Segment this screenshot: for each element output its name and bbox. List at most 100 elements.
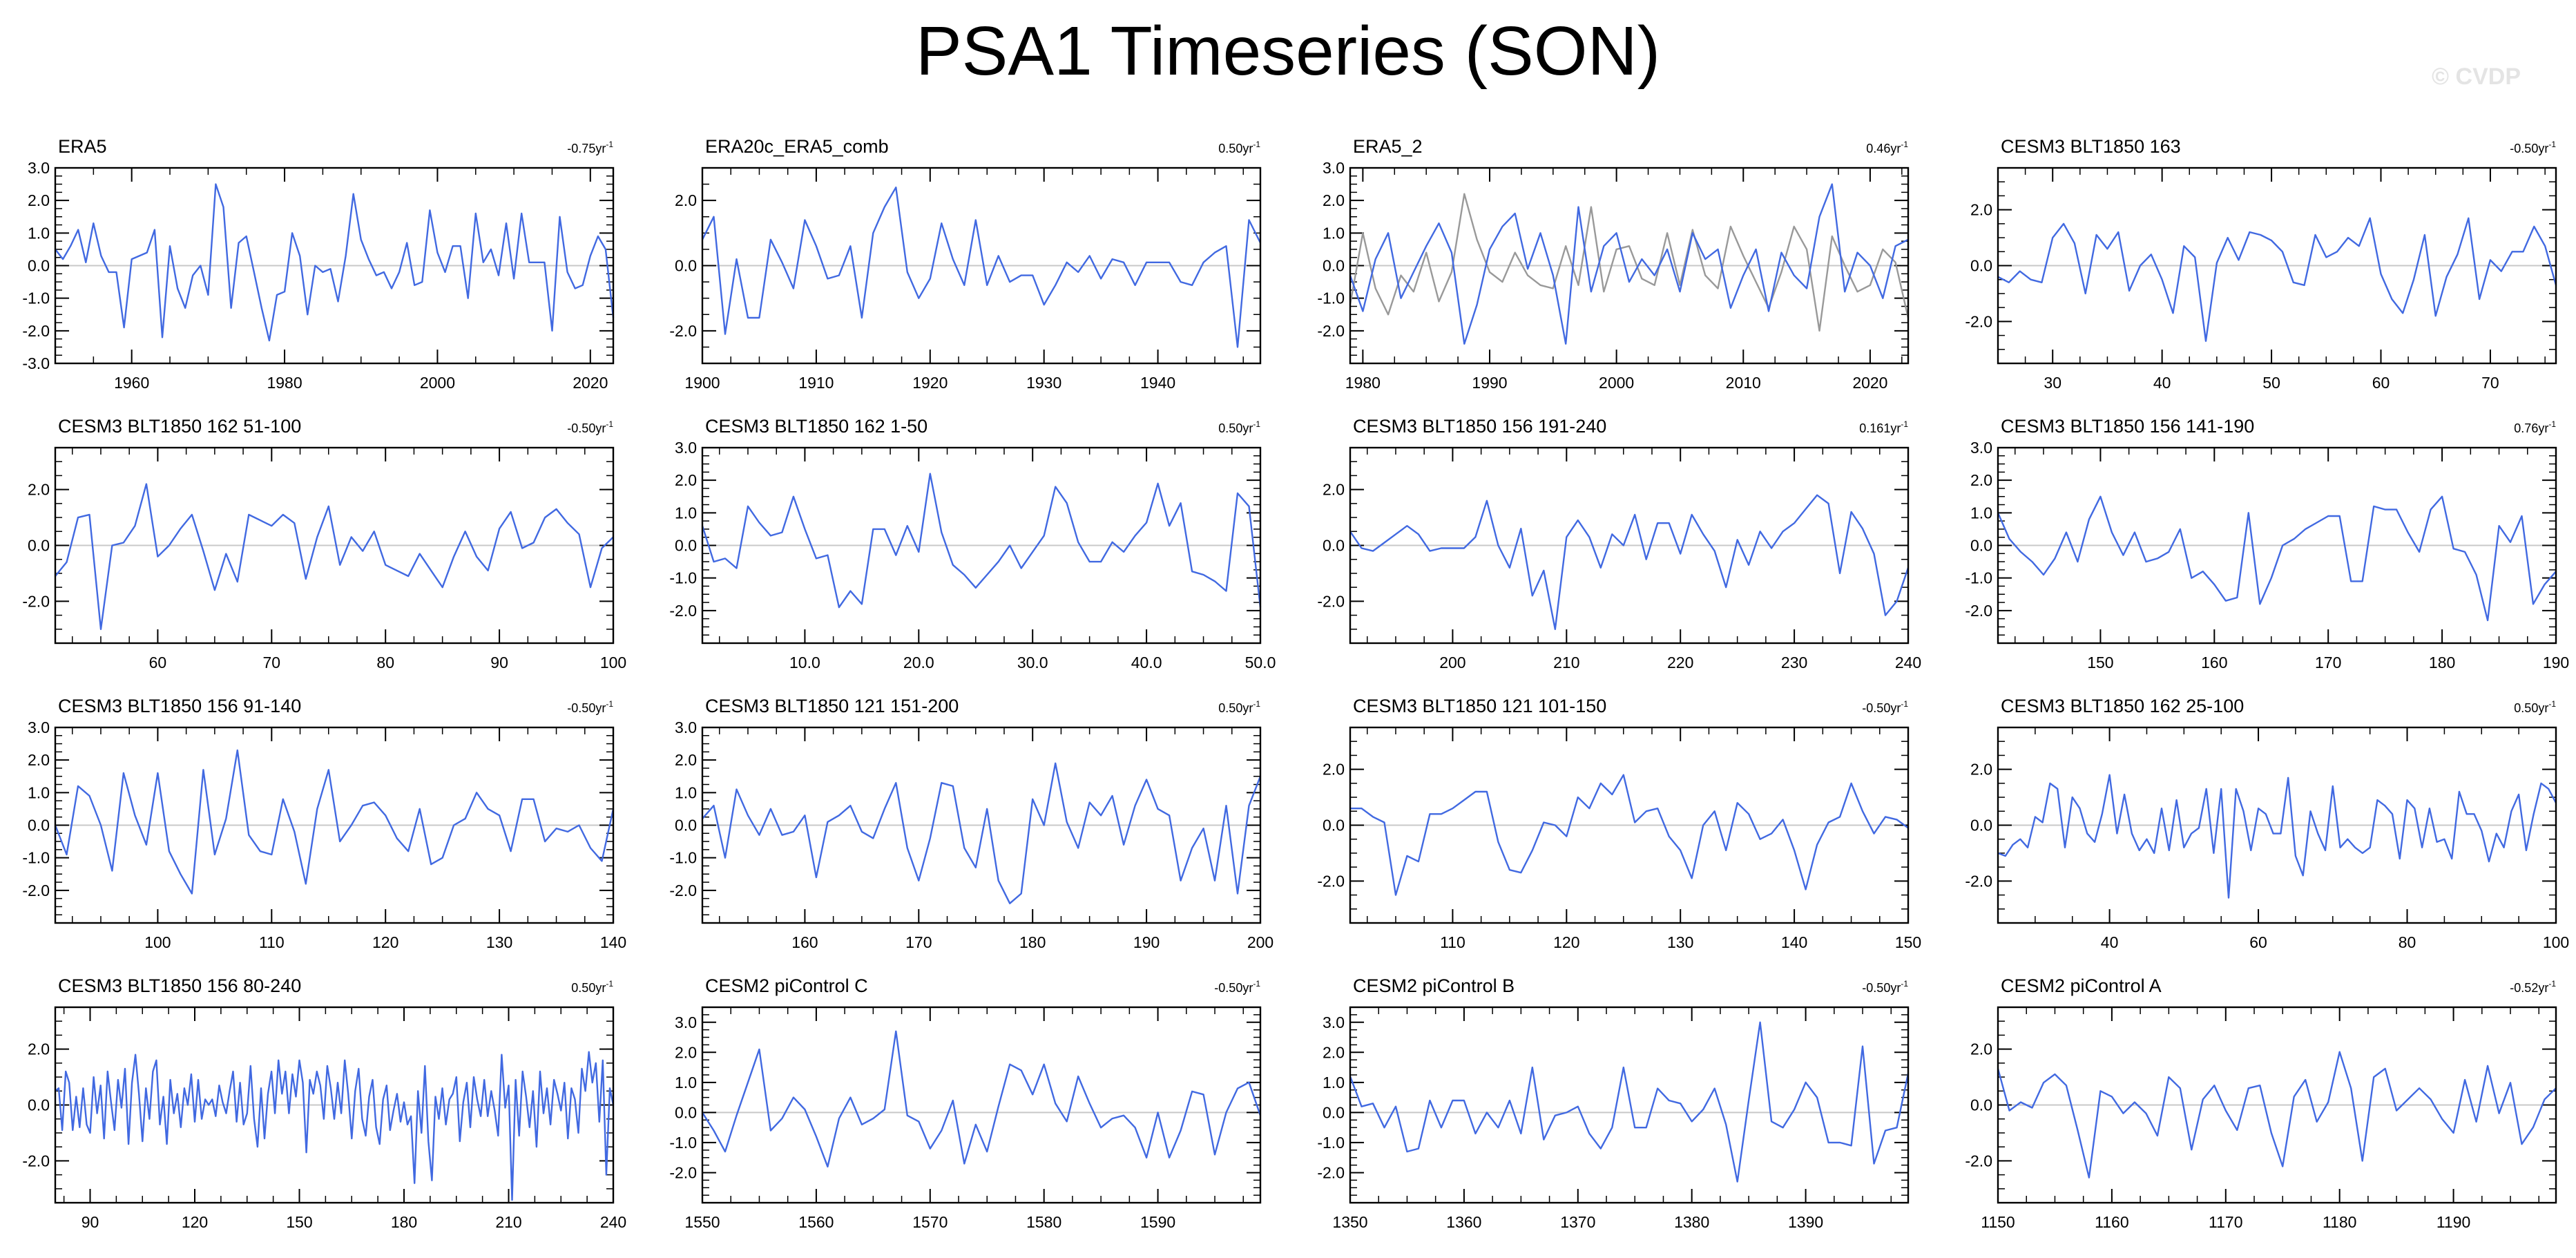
- y-tick-label: -2.0: [22, 322, 50, 340]
- trend-exponent: -1: [1901, 140, 1908, 149]
- trend-label: 0.46yr-1: [1866, 140, 1908, 155]
- y-tick-label: 1.0: [28, 783, 50, 801]
- series-line: [1349, 183, 1909, 345]
- x-tick-label: 210: [495, 1213, 521, 1231]
- panel-4: -2.0 0.0 2.0 30 40 50 60 70 CESM3 BLT1850 163 -0.…: [1965, 136, 2557, 392]
- panel-10: -2.0 -1.0 0.0 1.0 2.0 3.0 160 170 180 190 200 CESM3…: [669, 696, 1273, 951]
- panel-7: -2.0 0.0 2.0 200 210 220 230 240 CESM3 BLT1850 1…: [1317, 416, 1921, 671]
- y-tick-label: -2.0: [1965, 1152, 1992, 1170]
- y-tick-label: 2.0: [1970, 471, 1992, 489]
- x-tick-label: 180: [391, 1213, 417, 1231]
- x-tick-label: 1560: [798, 1213, 834, 1231]
- x-tick-label: 1990: [1472, 374, 1507, 392]
- series-line: [1349, 494, 1910, 630]
- x-tick-label: 50.0: [1245, 654, 1276, 671]
- x-tick-label: 1150: [1981, 1213, 2015, 1231]
- plot-frame: [1349, 1006, 1910, 1204]
- trend-exponent: -1: [606, 699, 613, 709]
- y-tick-label: 0.0: [28, 817, 50, 835]
- x-tick-label: 240: [1895, 654, 1921, 671]
- panel-title: CESM3 BLT1850 162 51-100: [58, 416, 301, 437]
- trend-label: -0.50yr-1: [567, 419, 613, 435]
- x-tick-label: 170: [905, 933, 932, 951]
- series-line: [1997, 1051, 2557, 1179]
- y-tick-label: 0.0: [28, 537, 50, 555]
- panel-13: -2.0 0.0 2.0 90 120 150 180 210 240 CESM3 BLT1850…: [22, 975, 626, 1231]
- x-tick-label: 120: [182, 1213, 208, 1231]
- x-tick-label: 1580: [1026, 1213, 1061, 1231]
- x-tick-label: 200: [1247, 933, 1273, 951]
- y-tick-label: 0.0: [1323, 1103, 1345, 1121]
- x-tick-label: 50: [2262, 374, 2280, 392]
- x-tick-label: 150: [2087, 654, 2113, 671]
- x-tick-label: 1370: [1560, 1213, 1595, 1231]
- plot-frame: [1997, 446, 2557, 645]
- series-line: [701, 187, 1262, 348]
- y-tick-label: 3.0: [1970, 439, 1992, 457]
- x-tick-label: 230: [1781, 654, 1807, 671]
- x-tick-label: 160: [2201, 654, 2227, 671]
- panel-title: CESM3 BLT1850 156 191-240: [1353, 416, 1606, 437]
- panel-title: CESM3 BLT1850 162 25-100: [2001, 696, 2244, 716]
- x-tick-label: 40.0: [1131, 654, 1162, 671]
- panel-title: CESM3 BLT1850 163: [2001, 136, 2181, 157]
- x-tick-label: 1350: [1332, 1213, 1367, 1231]
- x-tick-label: 1160: [2095, 1213, 2128, 1231]
- y-tick-label: 2.0: [1323, 481, 1345, 499]
- x-tick-label: 1960: [114, 374, 149, 392]
- y-tick-label: -1.0: [669, 569, 697, 587]
- panel-5: -2.0 0.0 2.0 60 70 80 90 100 CESM3 BLT1850 162 5…: [22, 416, 626, 671]
- y-tick-label: 2.0: [1970, 761, 1992, 779]
- trend-value: -0.50yr: [567, 421, 606, 435]
- y-tick-label: 0.0: [1970, 257, 1992, 275]
- series-line: [55, 1051, 615, 1201]
- x-tick-label: 130: [1667, 933, 1693, 951]
- x-tick-label: 130: [486, 933, 512, 951]
- x-tick-label: 170: [2315, 654, 2341, 671]
- y-tick-label: -2.0: [1317, 1163, 1345, 1181]
- plot-frame: [1997, 1006, 2557, 1204]
- y-tick-label: -2.0: [22, 592, 50, 610]
- x-tick-label: 80: [376, 654, 394, 671]
- trend-label: -0.50yr-1: [1214, 979, 1260, 995]
- x-tick-label: 1590: [1140, 1213, 1175, 1231]
- y-tick-label: 2.0: [1323, 191, 1345, 209]
- plot-frame: [701, 1006, 1262, 1204]
- y-tick-label: 0.0: [1970, 537, 1992, 555]
- trend-label: 0.50yr-1: [1218, 419, 1260, 435]
- trend-exponent: -1: [1253, 699, 1260, 709]
- y-tick-label: 1.0: [28, 224, 50, 242]
- y-tick-label: -1.0: [1317, 1134, 1345, 1152]
- trend-label: -0.75yr-1: [567, 140, 613, 155]
- x-tick-label: 70: [263, 654, 281, 671]
- y-tick-label: 0.0: [675, 1103, 697, 1121]
- x-tick-label: 100: [144, 933, 171, 951]
- plot-frame: [54, 166, 615, 365]
- panel-1: -3.0 -2.0 -1.0 0.0 1.0 2.0 3.0 1960 1980 2000 2020…: [22, 136, 615, 392]
- trend-value: 0.50yr: [571, 981, 606, 995]
- x-tick-label: 190: [1133, 933, 1160, 951]
- series-line: [1350, 774, 1909, 896]
- x-tick-label: 2020: [1852, 374, 1887, 392]
- x-tick-label: 1900: [684, 374, 720, 392]
- panel-14: -2.0 -1.0 0.0 1.0 2.0 3.0 1550 1560 1570 1580 1590…: [669, 975, 1262, 1231]
- x-tick-label: 210: [1553, 654, 1579, 671]
- overlay-series-line: [1349, 193, 1910, 332]
- trend-exponent: -1: [2548, 699, 2556, 709]
- trend-exponent: -1: [1901, 699, 1908, 709]
- panel-6: -2.0 -1.0 0.0 1.0 2.0 3.0 10.0 20.0 30.0 40.0 50.0…: [669, 416, 1276, 671]
- trend-label: 0.161yr-1: [1859, 419, 1908, 435]
- panel-title: CESM3 BLT1850 156 91-140: [58, 696, 301, 716]
- y-tick-label: 2.0: [1323, 1043, 1345, 1061]
- x-tick-label: 2000: [420, 374, 455, 392]
- x-tick-label: 40: [2101, 933, 2119, 951]
- y-tick-label: 1.0: [675, 1074, 697, 1092]
- trend-exponent: -1: [1901, 979, 1908, 989]
- y-tick-label: 0.0: [1323, 257, 1345, 275]
- trend-exponent: -1: [606, 140, 613, 149]
- trend-label: -0.50yr-1: [567, 699, 613, 715]
- y-tick-label: -2.0: [22, 1152, 50, 1170]
- x-tick-label: 20.0: [903, 654, 934, 671]
- trend-value: 0.50yr: [2514, 701, 2548, 715]
